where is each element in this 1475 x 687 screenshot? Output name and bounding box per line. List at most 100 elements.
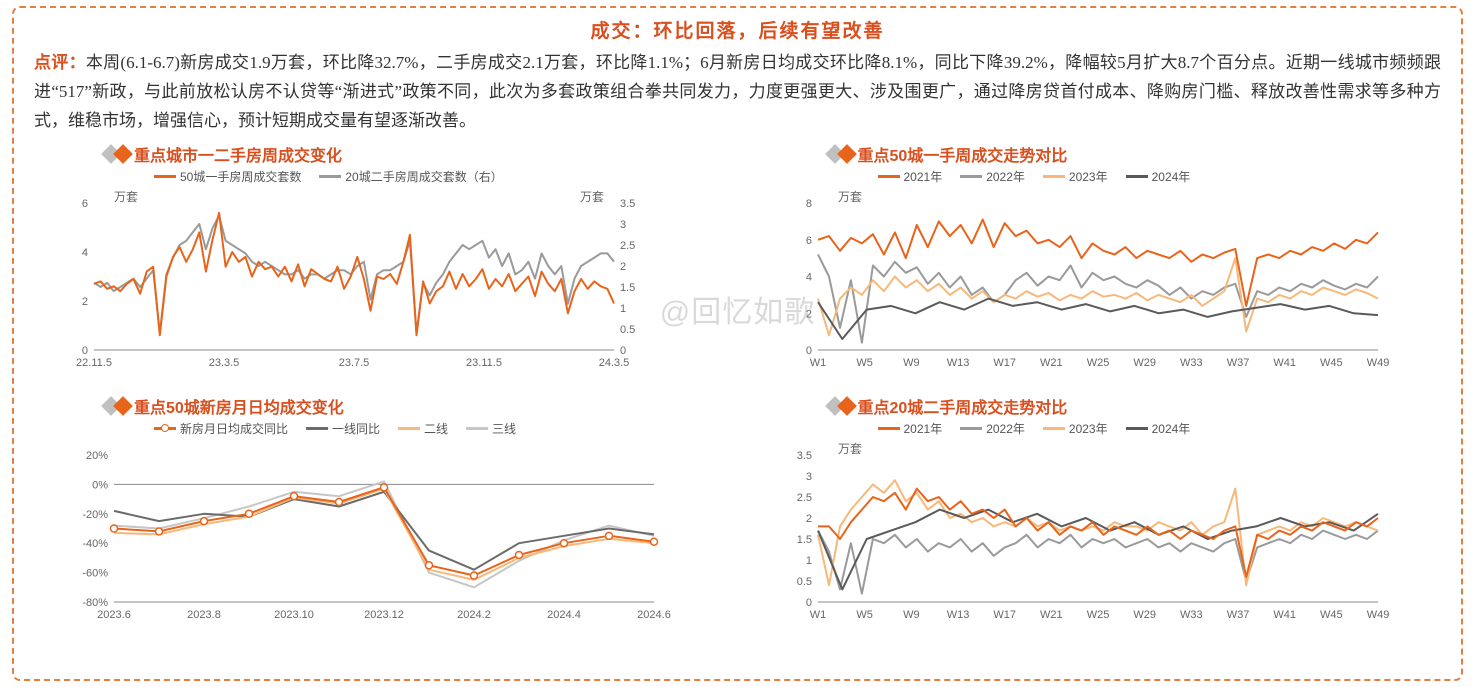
chart1-legend: 50城一手房周成交套数 20城二手房周成交套数（右） xyxy=(154,168,718,185)
svg-text:W29: W29 xyxy=(1133,357,1156,369)
svg-text:3: 3 xyxy=(620,219,626,231)
svg-text:3: 3 xyxy=(805,471,811,483)
legend-swatch xyxy=(154,175,176,178)
svg-text:2024.4: 2024.4 xyxy=(547,609,581,621)
legend-item: 2023年 xyxy=(1043,420,1108,437)
diamond-icon xyxy=(837,396,857,416)
commentary-block: 点评：本周(6.1-6.7)新房成交1.9万套，环比降32.7%，二手房成交2.… xyxy=(34,49,1441,136)
legend-item: 2024年 xyxy=(1126,168,1191,185)
svg-text:23.11.5: 23.11.5 xyxy=(466,357,502,369)
svg-text:万套: 万套 xyxy=(114,190,138,204)
legend-swatch xyxy=(466,427,488,430)
legend-swatch xyxy=(878,175,900,178)
charts-grid: 重点城市一二手房周成交变化 50城一手房周成交套数20城二手房周成交套数（右） … xyxy=(34,142,1441,642)
svg-text:W1: W1 xyxy=(809,357,826,369)
svg-text:3.5: 3.5 xyxy=(796,450,811,462)
svg-text:2023.6: 2023.6 xyxy=(97,609,131,621)
svg-text:W5: W5 xyxy=(856,357,873,369)
svg-text:2: 2 xyxy=(620,261,626,273)
legend-swatch xyxy=(398,427,420,430)
svg-text:2: 2 xyxy=(805,513,811,525)
legend-label: 50城一手房周成交套数 xyxy=(180,168,301,185)
chart1-canvas: 024600.511.522.533.522.11.523.3.523.7.52… xyxy=(34,185,674,375)
svg-text:W1: W1 xyxy=(809,609,826,621)
svg-text:-80%: -80% xyxy=(82,597,108,609)
svg-text:W33: W33 xyxy=(1180,357,1203,369)
svg-text:W37: W37 xyxy=(1226,609,1249,621)
legend-item: 2023年 xyxy=(1043,168,1108,185)
svg-text:20%: 20% xyxy=(86,450,108,462)
legend-swatch xyxy=(1043,175,1065,178)
svg-text:2: 2 xyxy=(805,308,811,320)
legend-item: 一线同比 xyxy=(306,420,380,437)
legend-item: 50城一手房周成交套数 xyxy=(154,168,301,185)
svg-text:0.5: 0.5 xyxy=(796,576,811,588)
svg-text:W25: W25 xyxy=(1086,609,1109,621)
svg-text:2023.12: 2023.12 xyxy=(364,609,404,621)
legend-swatch xyxy=(960,175,982,178)
legend-label: 三线 xyxy=(492,420,516,437)
legend-swatch xyxy=(1126,175,1148,178)
svg-text:0: 0 xyxy=(805,597,811,609)
svg-text:4: 4 xyxy=(82,247,88,259)
chart4-canvas: 00.511.522.533.5W1W5W9W13W17W21W25W29W33… xyxy=(758,437,1398,627)
chart-weekly-transactions: 重点城市一二手房周成交变化 50城一手房周成交套数20城二手房周成交套数（右） … xyxy=(34,142,718,390)
legend-item: 2021年 xyxy=(878,420,943,437)
legend-label: 2023年 xyxy=(1069,420,1108,437)
svg-text:23.7.5: 23.7.5 xyxy=(339,357,370,369)
svg-text:W9: W9 xyxy=(903,357,920,369)
legend-label: 2022年 xyxy=(986,168,1025,185)
svg-text:0: 0 xyxy=(620,345,626,357)
chart4-legend: 2021年 2022年 2023年 2024年 xyxy=(878,420,1442,437)
svg-text:2024.6: 2024.6 xyxy=(637,609,671,621)
svg-text:-20%: -20% xyxy=(82,508,108,520)
svg-text:W13: W13 xyxy=(946,609,969,621)
svg-text:4: 4 xyxy=(805,271,811,283)
svg-text:W13: W13 xyxy=(946,357,969,369)
legend-label: 二线 xyxy=(424,420,448,437)
legend-label: 2022年 xyxy=(986,420,1025,437)
legend-item: 2021年 xyxy=(878,168,943,185)
svg-text:24.3.5: 24.3.5 xyxy=(599,357,630,369)
legend-item: 二线 xyxy=(398,420,448,437)
svg-text:W21: W21 xyxy=(1040,357,1063,369)
legend-item: 新房月日均成交同比 xyxy=(154,420,288,437)
chart2-title: 重点50城一手周成交走势对比 xyxy=(858,142,1068,166)
legend-swatch xyxy=(319,175,341,178)
legend-label: 2023年 xyxy=(1069,168,1108,185)
svg-text:0%: 0% xyxy=(92,479,108,491)
svg-text:W17: W17 xyxy=(993,357,1016,369)
svg-text:2023.10: 2023.10 xyxy=(274,609,314,621)
svg-text:2.5: 2.5 xyxy=(620,240,635,252)
legend-label: 2024年 xyxy=(1152,420,1191,437)
legend-item: 三线 xyxy=(466,420,516,437)
svg-text:W29: W29 xyxy=(1133,609,1156,621)
svg-text:W45: W45 xyxy=(1320,357,1343,369)
svg-text:万套: 万套 xyxy=(838,442,862,456)
chart1-title: 重点城市一二手房周成交变化 xyxy=(134,142,342,166)
svg-text:8: 8 xyxy=(805,198,811,210)
chart-50city-new-weekly: 重点50城一手周成交走势对比 2021年2022年2023年2024年 0246… xyxy=(758,142,1442,390)
commentary-text: 本周(6.1-6.7)新房成交1.9万套，环比降32.7%，二手房成交2.1万套… xyxy=(34,53,1441,130)
legend-item: 2024年 xyxy=(1126,420,1191,437)
chart4-title-row: 重点20城二手周成交走势对比 xyxy=(828,394,1442,418)
legend-label: 20城二手房周成交套数（右） xyxy=(345,168,502,185)
legend-item: 2022年 xyxy=(960,420,1025,437)
chart3-title: 重点50城新房月日均成交变化 xyxy=(134,394,344,418)
chart4-title: 重点20城二手周成交走势对比 xyxy=(858,394,1068,418)
svg-text:2024.2: 2024.2 xyxy=(457,609,491,621)
svg-text:-40%: -40% xyxy=(82,538,108,550)
diamond-icon xyxy=(837,144,857,164)
svg-text:W17: W17 xyxy=(993,609,1016,621)
svg-text:1: 1 xyxy=(805,555,811,567)
legend-swatch xyxy=(1126,427,1148,430)
svg-text:6: 6 xyxy=(805,234,811,246)
chart2-title-row: 重点50城一手周成交走势对比 xyxy=(828,142,1442,166)
svg-text:W49: W49 xyxy=(1366,609,1389,621)
svg-text:2: 2 xyxy=(82,296,88,308)
svg-text:2023.8: 2023.8 xyxy=(187,609,221,621)
svg-text:W25: W25 xyxy=(1086,357,1109,369)
svg-text:万套: 万套 xyxy=(580,190,604,204)
legend-item: 2022年 xyxy=(960,168,1025,185)
legend-label: 2021年 xyxy=(904,420,943,437)
